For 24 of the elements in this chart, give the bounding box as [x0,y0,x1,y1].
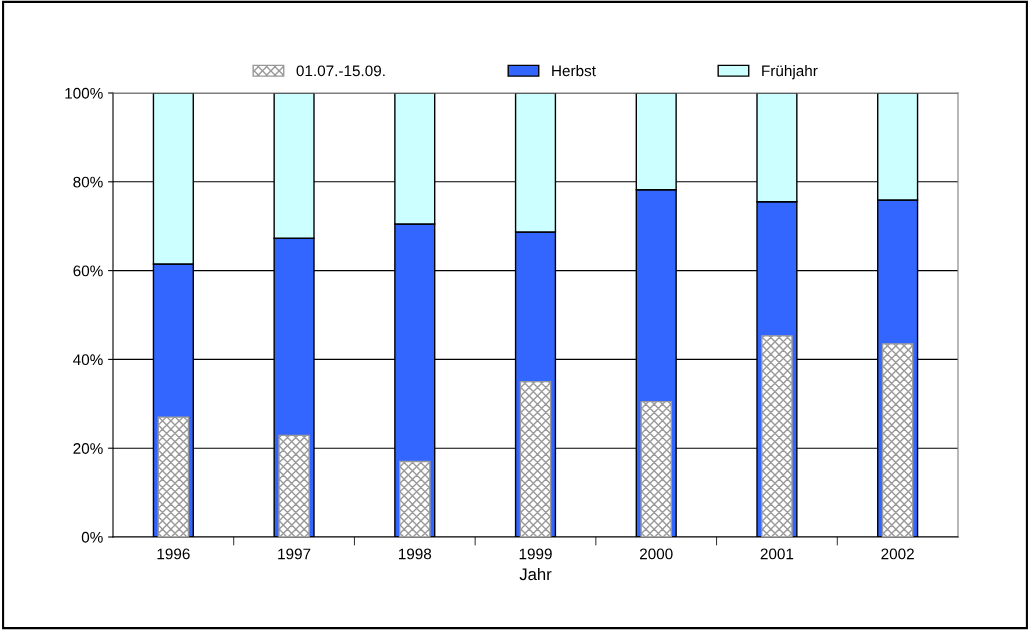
legend-label: Frühjahr [762,65,818,80]
bar [157,416,190,537]
y-tick-label: 80% [73,176,103,188]
bar [278,434,310,537]
x-tick-label: 1996 [157,548,190,560]
y-tick-label: 20% [73,443,103,454]
bar [640,400,672,537]
legend-label: Herbst [552,65,596,77]
y-tick-label: 0% [81,531,103,543]
y-tick-label: 100% [65,87,103,99]
x-tick-label: 1997 [278,548,311,560]
x-tick-label: 1998 [398,548,432,560]
y-tick-label: 40% [73,354,103,366]
x-axis-title: Jahr [519,567,552,581]
bar [519,380,552,537]
legend-label: 01.07.-15.09. [296,65,385,77]
y-tick-label: 60% [73,265,103,277]
bar [761,335,793,537]
bar [399,460,431,537]
x-tick-label: 2000 [639,548,673,560]
bar [881,343,914,537]
x-tick-label: 1999 [519,548,552,560]
x-tick-label: 2002 [881,548,914,560]
x-tick-label: 2001 [760,548,794,560]
